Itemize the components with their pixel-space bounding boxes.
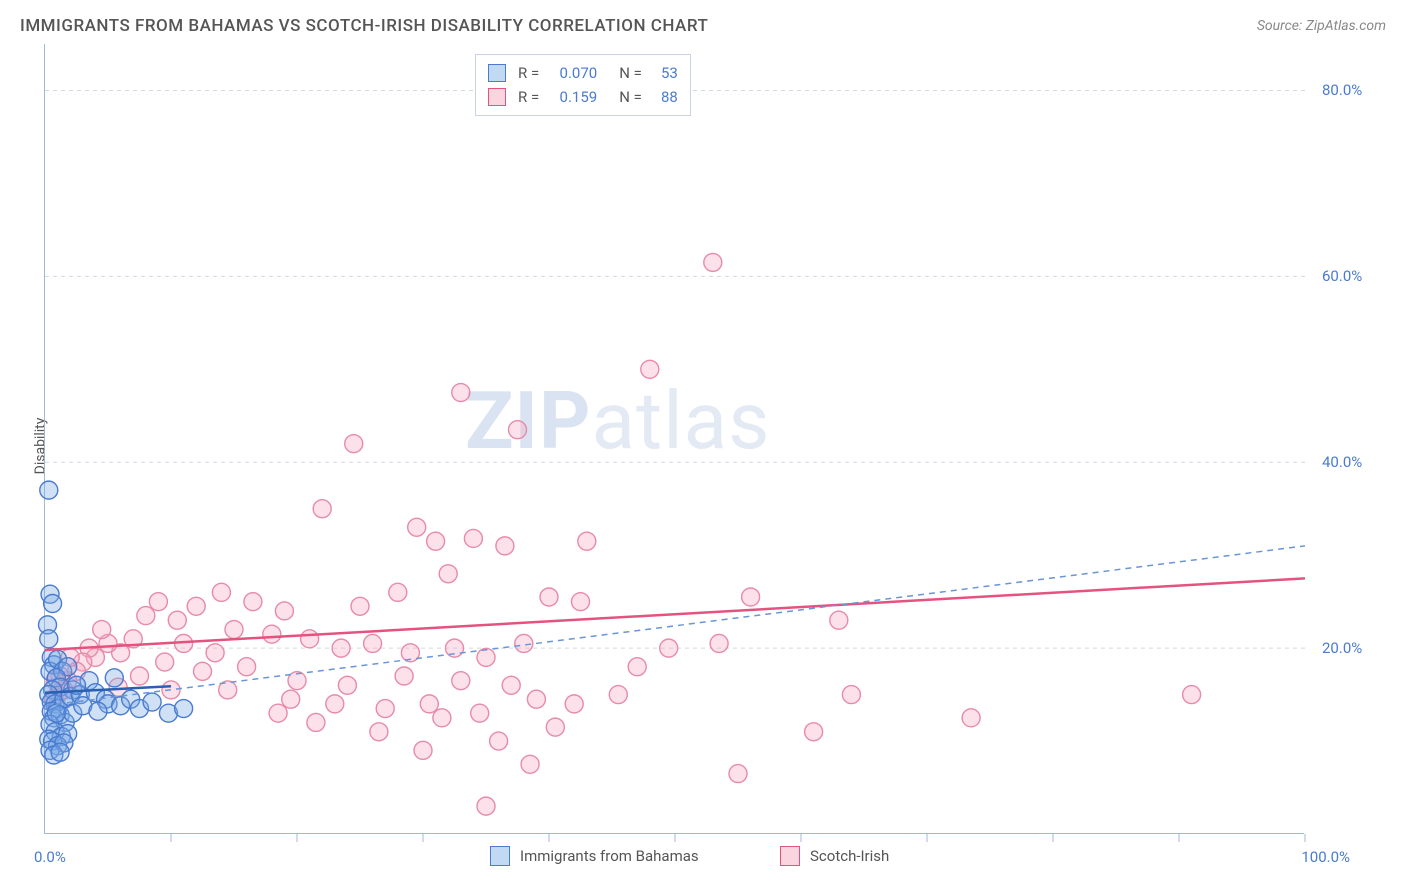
stats-row-scotch-irish: R = 0.159 N = 88 [488, 85, 678, 109]
stat-n-value-scotch: 88 [650, 88, 678, 106]
y-tick-label: 60.0% [1322, 267, 1362, 285]
stat-r-label: R = [518, 64, 539, 82]
x-axis-max-label: 100.0% [1301, 848, 1350, 866]
stat-n-value-bahamas: 53 [650, 64, 678, 82]
swatch-pink-icon [488, 88, 506, 106]
swatch-pink-icon [780, 846, 800, 866]
swatch-blue-icon [490, 846, 510, 866]
swatch-blue-icon [488, 64, 506, 82]
x-axis-min-label: 0.0% [34, 848, 66, 866]
scatter-plot [45, 44, 1305, 834]
source-attribution: Source: ZipAtlas.com [1257, 18, 1386, 34]
stat-n-label: N = [619, 88, 642, 106]
stat-n-label: N = [619, 64, 642, 82]
correlation-stats-box: R = 0.070 N = 53 R = 0.159 N = 88 [475, 54, 691, 116]
legend-bahamas: Immigrants from Bahamas [490, 846, 699, 866]
y-tick-label: 80.0% [1322, 81, 1362, 99]
y-tick-label: 20.0% [1322, 639, 1362, 657]
legend-scotch-irish: Scotch-Irish [780, 846, 889, 866]
legend-scotch-label: Scotch-Irish [810, 847, 889, 865]
stats-row-bahamas: R = 0.070 N = 53 [488, 61, 678, 85]
chart-title: IMMIGRANTS FROM BAHAMAS VS SCOTCH-IRISH … [20, 16, 708, 36]
stat-r-value-scotch: 0.159 [547, 88, 597, 106]
stat-r-label: R = [518, 88, 539, 106]
y-tick-label: 40.0% [1322, 453, 1362, 471]
legend-bahamas-label: Immigrants from Bahamas [520, 847, 699, 865]
plot-area: ZIPatlas R = 0.070 N = 53 R = 0.159 N = … [44, 44, 1304, 834]
title-bar: IMMIGRANTS FROM BAHAMAS VS SCOTCH-IRISH … [20, 16, 1386, 36]
stat-r-value-bahamas: 0.070 [547, 64, 597, 82]
